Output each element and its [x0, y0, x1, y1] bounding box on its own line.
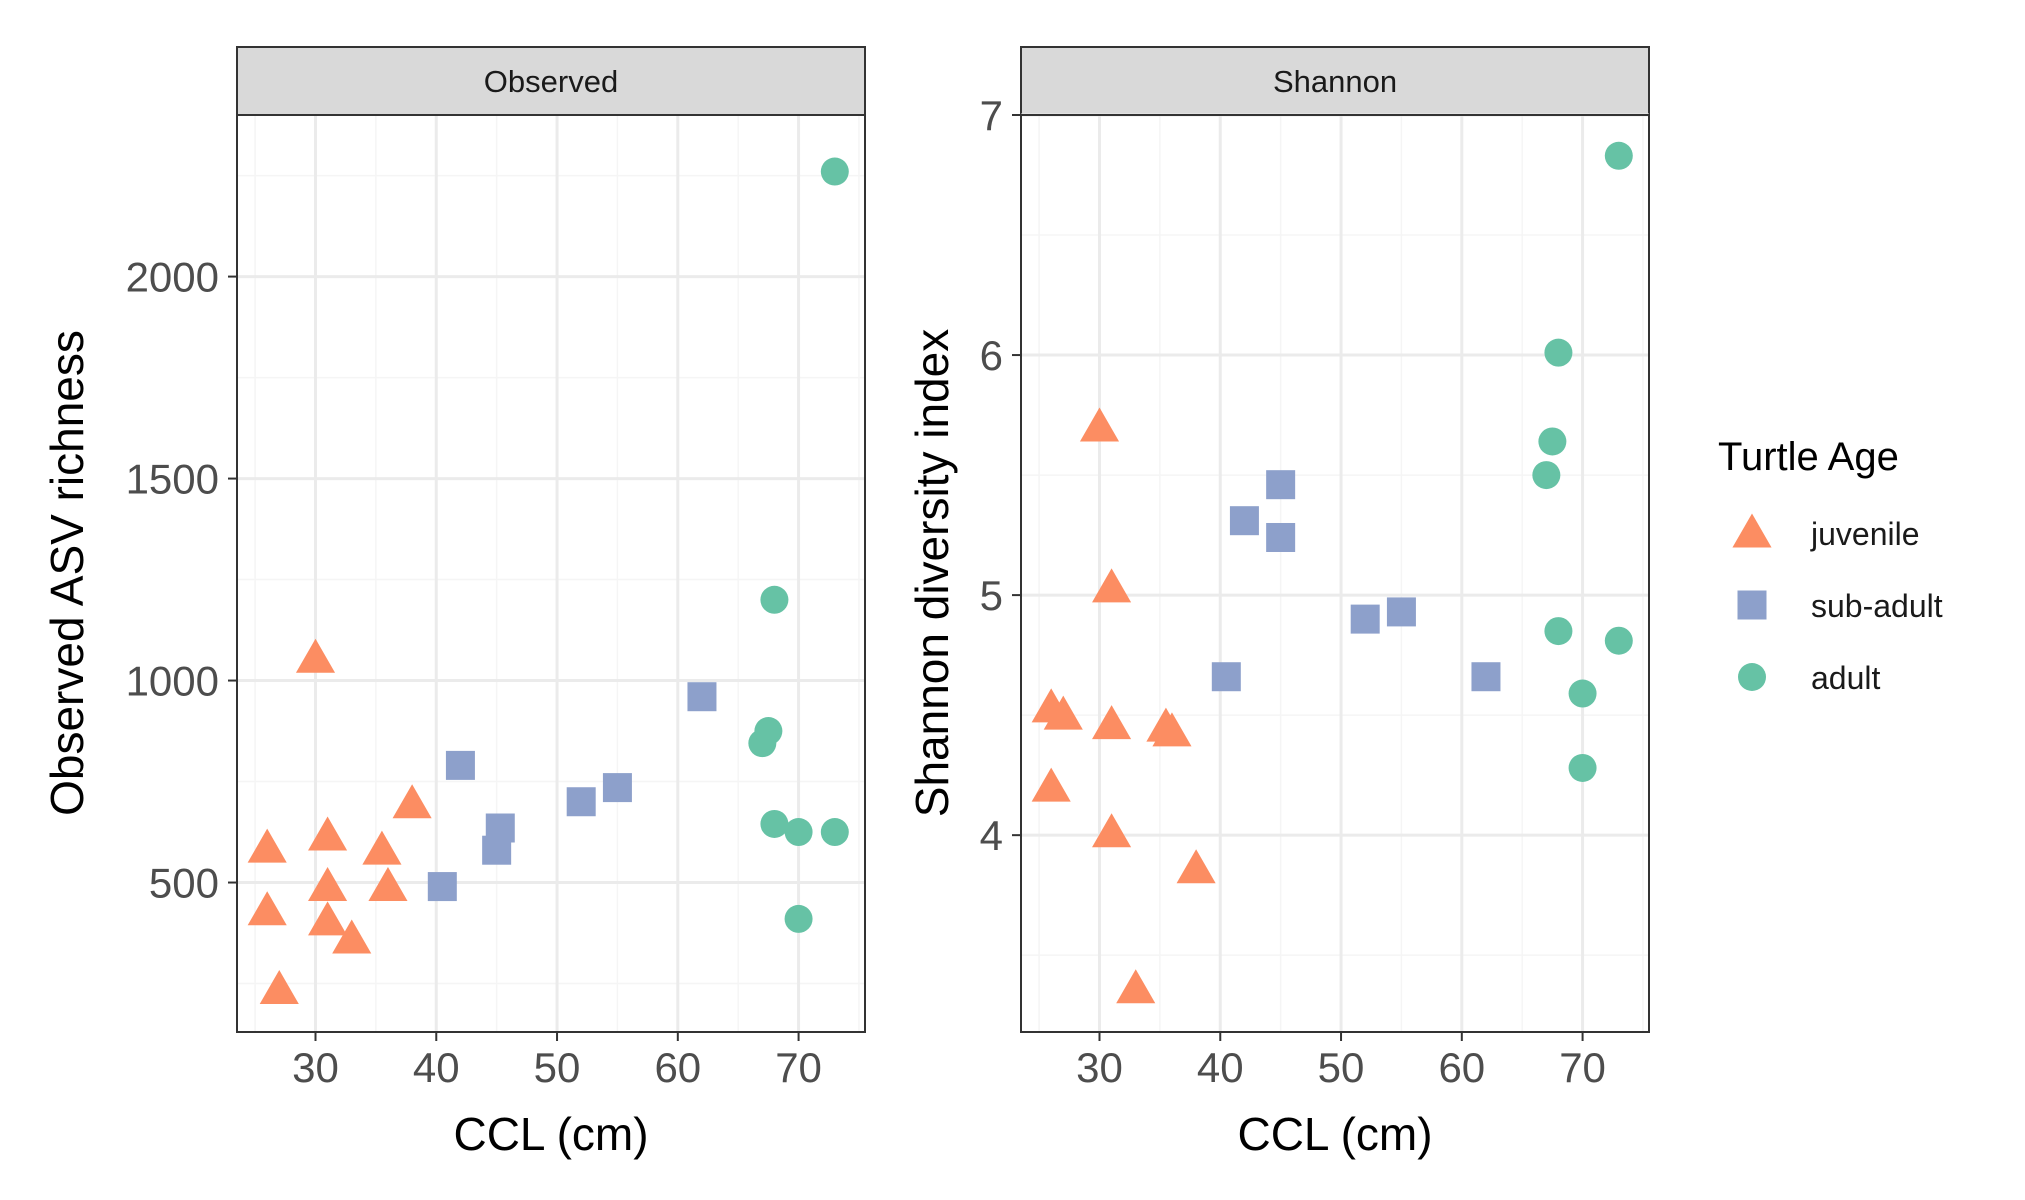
- y-ticks-shannon: 4 5 6 7: [980, 92, 1021, 859]
- y-tick-label: 4: [980, 812, 1003, 859]
- data-point-adult: [760, 809, 789, 838]
- legend-label-adult: adult: [1811, 660, 1881, 696]
- x-axis-title-observed: CCL (cm): [453, 1108, 648, 1160]
- x-ticks-observed: 30 40 50 60 70: [292, 1032, 822, 1091]
- data-point-sub-adult: [602, 773, 632, 803]
- data-point-juvenile: [308, 867, 348, 902]
- data-point-juvenile: [1043, 695, 1083, 730]
- x-tick-label: 50: [1318, 1044, 1365, 1091]
- x-axis-title-shannon: CCL (cm): [1237, 1108, 1432, 1160]
- x-tick-label: 60: [654, 1044, 701, 1091]
- y-tick-label: 2000: [126, 254, 219, 301]
- data-point-juvenile: [308, 901, 348, 936]
- legend: Turtle Age juvenile sub-adult adult: [1718, 435, 1943, 696]
- y-ticks-observed: 500 1000 1500 2000: [126, 254, 237, 907]
- legend-key-juvenile: [1732, 513, 1772, 548]
- data-point-adult: [820, 157, 849, 186]
- data-point-sub-adult: [1350, 604, 1380, 634]
- data-point-sub-adult: [1229, 506, 1259, 536]
- legend-label-juvenile: juvenile: [1810, 516, 1920, 552]
- strip-observed: [236, 46, 866, 116]
- x-tick-label: 30: [1076, 1044, 1123, 1091]
- y-tick-label: 500: [149, 860, 219, 907]
- data-point-sub-adult: [1266, 470, 1296, 500]
- panel-shannon: Shannon 30 40 50 60 70 4 5 6 7 CCL (cm) Shannon…: [906, 46, 1650, 1160]
- grid-observed: [237, 115, 865, 1032]
- data-point-adult: [784, 904, 813, 933]
- panel-observed: Observed 30 40 50 60 70 500 1000 1500 2000 CCL …: [41, 46, 866, 1160]
- data-point-sub-adult: [427, 872, 457, 902]
- x-tick-label: 70: [775, 1044, 822, 1091]
- x-tick-label: 40: [1197, 1044, 1244, 1091]
- legend-key-adult: [1738, 663, 1766, 691]
- data-point-sub-adult: [1386, 597, 1416, 627]
- data-point-adult: [1604, 626, 1633, 655]
- panel-border-shannon: [1020, 114, 1650, 1033]
- data-point-adult: [1532, 461, 1561, 490]
- data-point-juvenile: [247, 828, 287, 863]
- strip-label-observed: Observed: [484, 64, 618, 99]
- data-point-sub-adult: [485, 813, 515, 843]
- data-point-adult: [784, 818, 813, 847]
- x-tick-label: 50: [534, 1044, 581, 1091]
- data-point-juvenile: [1092, 705, 1132, 740]
- data-point-sub-adult: [445, 750, 475, 780]
- data-point-sub-adult: [566, 787, 596, 817]
- x-tick-label: 60: [1438, 1044, 1485, 1091]
- x-tick-label: 40: [413, 1044, 460, 1091]
- y-tick-label: 1000: [126, 658, 219, 705]
- data-point-adult: [1538, 427, 1567, 456]
- data-point-juvenile: [1176, 849, 1216, 884]
- legend-items: juvenile sub-adult adult: [1732, 513, 1943, 696]
- data-point-juvenile: [1031, 767, 1071, 802]
- data-point-juvenile: [392, 784, 432, 819]
- points-observed: [247, 157, 849, 1005]
- data-point-juvenile: [1116, 969, 1156, 1004]
- points-shannon: [1031, 141, 1633, 1004]
- x-tick-label: 30: [292, 1044, 339, 1091]
- y-tick-label: 6: [980, 332, 1003, 379]
- y-axis-title-shannon: Shannon diversity index: [906, 329, 958, 817]
- strip-label-shannon: Shannon: [1273, 64, 1397, 99]
- data-point-juvenile: [368, 867, 408, 902]
- y-axis-title-observed: Observed ASV richness: [41, 330, 93, 816]
- x-ticks-shannon: 30 40 50 60 70: [1076, 1032, 1606, 1091]
- data-point-juvenile: [247, 891, 287, 926]
- data-point-adult: [820, 818, 849, 847]
- y-tick-label: 5: [980, 572, 1003, 619]
- data-point-adult: [1604, 141, 1633, 170]
- strip-shannon: [1020, 46, 1650, 116]
- data-point-juvenile: [1092, 568, 1132, 603]
- y-tick-label: 7: [980, 92, 1003, 139]
- legend-key-sub-adult: [1737, 590, 1767, 620]
- data-point-sub-adult: [1211, 662, 1241, 692]
- grid-shannon: [1021, 113, 1649, 1032]
- data-point-sub-adult: [1471, 662, 1501, 692]
- panel-border-observed: [236, 114, 866, 1033]
- data-point-adult: [760, 585, 789, 614]
- data-point-juvenile: [295, 638, 336, 673]
- data-point-adult: [1544, 338, 1573, 367]
- data-point-sub-adult: [687, 682, 717, 712]
- data-point-juvenile: [1079, 407, 1120, 442]
- legend-title: Turtle Age: [1718, 435, 1899, 479]
- data-point-adult: [1568, 753, 1597, 782]
- data-point-adult: [1568, 679, 1597, 708]
- data-point-juvenile: [308, 816, 348, 851]
- x-tick-label: 70: [1559, 1044, 1606, 1091]
- data-point-juvenile: [1092, 813, 1132, 848]
- data-point-juvenile: [1152, 712, 1192, 747]
- data-point-juvenile: [259, 970, 299, 1005]
- data-point-juvenile: [362, 830, 402, 865]
- legend-label-sub-adult: sub-adult: [1811, 588, 1943, 624]
- data-point-sub-adult: [1266, 522, 1296, 552]
- y-tick-label: 1500: [126, 456, 219, 503]
- data-point-adult: [754, 717, 783, 746]
- data-point-adult: [1544, 617, 1573, 646]
- data-point-juvenile: [332, 919, 372, 954]
